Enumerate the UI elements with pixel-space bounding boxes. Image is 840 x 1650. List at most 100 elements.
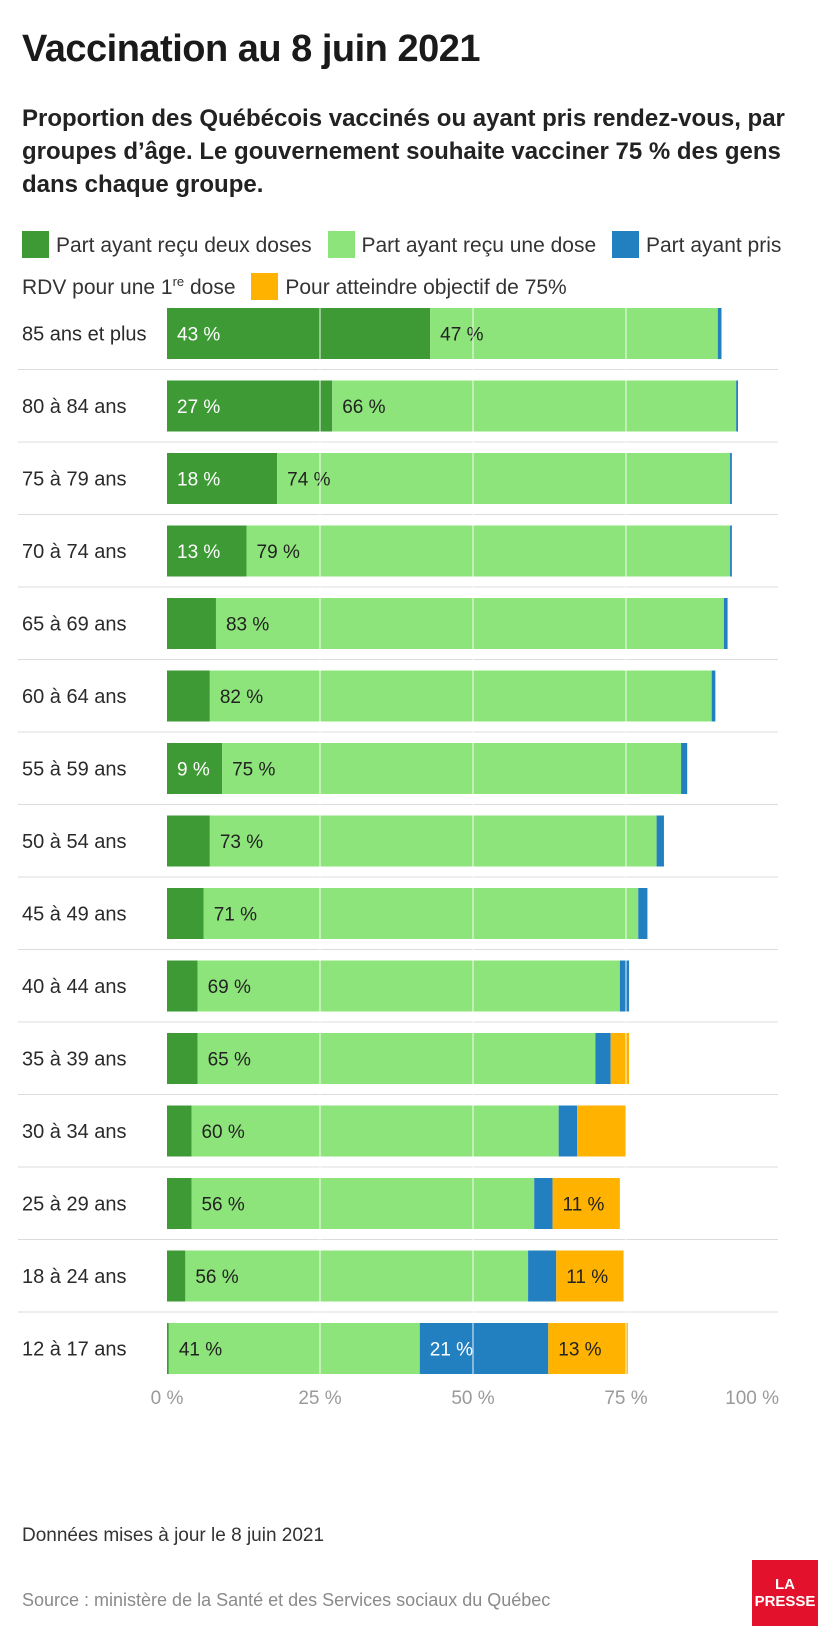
category-label: 25 à 29 ans bbox=[22, 1194, 127, 1216]
bar-segment-two_doses bbox=[167, 598, 216, 649]
legend-item-one-dose: Part ayant reçu une dose bbox=[327, 231, 597, 258]
data-label-one_dose: 41 % bbox=[179, 1340, 222, 1361]
bar-segment-one_dose bbox=[168, 1323, 420, 1374]
bar-segment-two_doses bbox=[167, 1323, 169, 1374]
bar-segment-two_doses bbox=[167, 308, 431, 359]
bar-segment-one_dose bbox=[203, 888, 639, 939]
bar-segment-one_dose bbox=[430, 308, 718, 359]
legend-swatch-two-doses bbox=[22, 231, 49, 258]
data-label-two_doses: 43 % bbox=[177, 325, 220, 346]
bar-segment-rdv bbox=[595, 1033, 611, 1084]
chart-subtitle: Proportion des Québécois vaccinés ou aya… bbox=[22, 105, 785, 198]
category-label: 80 à 84 ans bbox=[22, 396, 127, 418]
data-label-one_dose: 71 % bbox=[214, 905, 257, 926]
logo-line1: LA bbox=[775, 1576, 795, 1593]
bar-segment-one_dose bbox=[197, 960, 620, 1012]
legend-swatch-rdv bbox=[612, 231, 639, 258]
bar-segment-two_doses bbox=[167, 960, 198, 1012]
stacked-bar-chart: 85 ans et plus 43 % 47 % 80 à 84 ans 27 % 66 … bbox=[18, 308, 779, 1409]
data-label-two_doses: 18 % bbox=[177, 470, 220, 491]
category-label: 50 à 54 ans bbox=[22, 831, 127, 853]
bar-segment-objective bbox=[577, 1105, 626, 1157]
legend-item-two-doses: Part ayant reçu deux doses bbox=[22, 231, 312, 258]
data-label-two_doses: 13 % bbox=[177, 542, 220, 563]
bar-segment-objective bbox=[610, 1033, 630, 1084]
bar-segment-one_dose bbox=[215, 598, 724, 649]
category-label: 40 à 44 ans bbox=[22, 976, 127, 998]
legend-label-one-dose: Part ayant reçu une dose bbox=[361, 234, 597, 257]
page-title: Vaccination au 8 juin 2021 bbox=[22, 28, 480, 70]
bar-segment-one_dose bbox=[209, 815, 657, 867]
legend-item-rdv: Part ayant pris RDV pour une 1re dose bbox=[22, 231, 782, 299]
bar-segment-one_dose bbox=[209, 670, 712, 722]
bar-segment-two_doses bbox=[167, 1105, 192, 1157]
data-label-one_dose: 56 % bbox=[201, 1195, 244, 1216]
bar-segment-rdv bbox=[528, 1250, 557, 1302]
bar-segment-two_doses bbox=[167, 1178, 192, 1229]
update-note: Données mises à jour le 8 juin 2021 bbox=[22, 1525, 325, 1546]
la-presse-logo: LA PRESSE bbox=[752, 1560, 818, 1626]
legend-label-rdv-sup: re bbox=[172, 274, 185, 289]
bar-segment-two_doses bbox=[167, 743, 223, 794]
category-label: 18 à 24 ans bbox=[22, 1266, 127, 1288]
x-tick-label: 0 % bbox=[151, 1388, 184, 1409]
bar-segment-one_dose bbox=[197, 1033, 596, 1084]
data-label-one_dose: 75 % bbox=[232, 760, 275, 781]
bar-segment-rdv bbox=[730, 525, 732, 577]
x-tick-label: 25 % bbox=[298, 1388, 341, 1409]
legend-label-rdv: Part ayant pris RDV pour une 1 bbox=[22, 234, 782, 299]
bar-segment-two_doses bbox=[167, 815, 210, 867]
data-label-two_doses: 9 % bbox=[177, 760, 210, 781]
bar-segment-rdv bbox=[534, 1178, 553, 1229]
bar-segment-one_dose bbox=[191, 1105, 559, 1157]
bar-segment-rdv bbox=[619, 960, 630, 1012]
category-label: 35 à 39 ans bbox=[22, 1049, 127, 1071]
legend-item-objective: Pour atteindre objectif de 75% bbox=[251, 273, 567, 300]
bar-segment-one_dose bbox=[332, 380, 737, 432]
data-label-one_dose: 83 % bbox=[226, 615, 269, 636]
bar-segment-rdv bbox=[717, 308, 722, 359]
x-tick-label: 100 % bbox=[725, 1388, 779, 1409]
data-label-objective: 11 % bbox=[563, 1195, 605, 1216]
bar-segment-two_doses bbox=[167, 888, 204, 939]
x-tick-label: 75 % bbox=[604, 1388, 647, 1409]
bar-segment-rdv bbox=[638, 888, 648, 939]
data-label-rdv: 21 % bbox=[430, 1340, 473, 1361]
data-label-one_dose: 47 % bbox=[440, 325, 483, 346]
bar-segment-two_doses bbox=[167, 1250, 186, 1302]
legend-label-rdv-end: dose bbox=[184, 276, 236, 299]
bar-segment-one_dose bbox=[191, 1178, 535, 1229]
source-note: Source : ministère de la Santé et des Se… bbox=[22, 1590, 551, 1610]
data-label-one_dose: 79 % bbox=[257, 542, 300, 563]
legend-swatch-objective bbox=[251, 273, 279, 300]
bar-segment-rdv bbox=[681, 743, 688, 794]
category-label: 55 à 59 ans bbox=[22, 759, 127, 781]
data-label-one_dose: 73 % bbox=[220, 832, 263, 853]
category-label: 75 à 79 ans bbox=[22, 469, 127, 491]
bar-segment-one_dose bbox=[246, 525, 731, 577]
bar-segment-objective bbox=[556, 1250, 624, 1302]
data-label-one_dose: 65 % bbox=[208, 1050, 251, 1071]
category-label: 12 à 17 ans bbox=[22, 1339, 127, 1361]
data-label-one_dose: 82 % bbox=[220, 687, 263, 708]
category-label: 30 à 34 ans bbox=[22, 1121, 127, 1143]
category-label: 65 à 69 ans bbox=[22, 614, 127, 636]
bar-segment-rdv bbox=[558, 1105, 578, 1157]
legend-swatch-one-dose bbox=[327, 231, 355, 258]
bar-segment-rdv bbox=[723, 598, 728, 649]
data-label-one_dose: 66 % bbox=[342, 397, 385, 418]
bar-segment-two_doses bbox=[167, 453, 278, 504]
data-label-one_dose: 74 % bbox=[287, 470, 330, 491]
bar-segment-rdv bbox=[419, 1323, 549, 1374]
legend-label-two-doses: Part ayant reçu deux doses bbox=[56, 234, 312, 257]
bar-segment-rdv bbox=[711, 670, 716, 722]
category-label: 60 à 64 ans bbox=[22, 686, 127, 708]
bar-segment-objective bbox=[548, 1323, 628, 1374]
data-label-one_dose: 56 % bbox=[195, 1267, 238, 1288]
logo-line2: PRESSE bbox=[754, 1593, 816, 1610]
bar-segment-two_doses bbox=[167, 670, 210, 722]
category-label: 45 à 49 ans bbox=[22, 904, 127, 926]
bar-segment-one_dose bbox=[277, 453, 731, 504]
legend-label-objective: Pour atteindre objectif de 75% bbox=[285, 276, 567, 299]
data-label-one_dose: 69 % bbox=[208, 977, 251, 998]
